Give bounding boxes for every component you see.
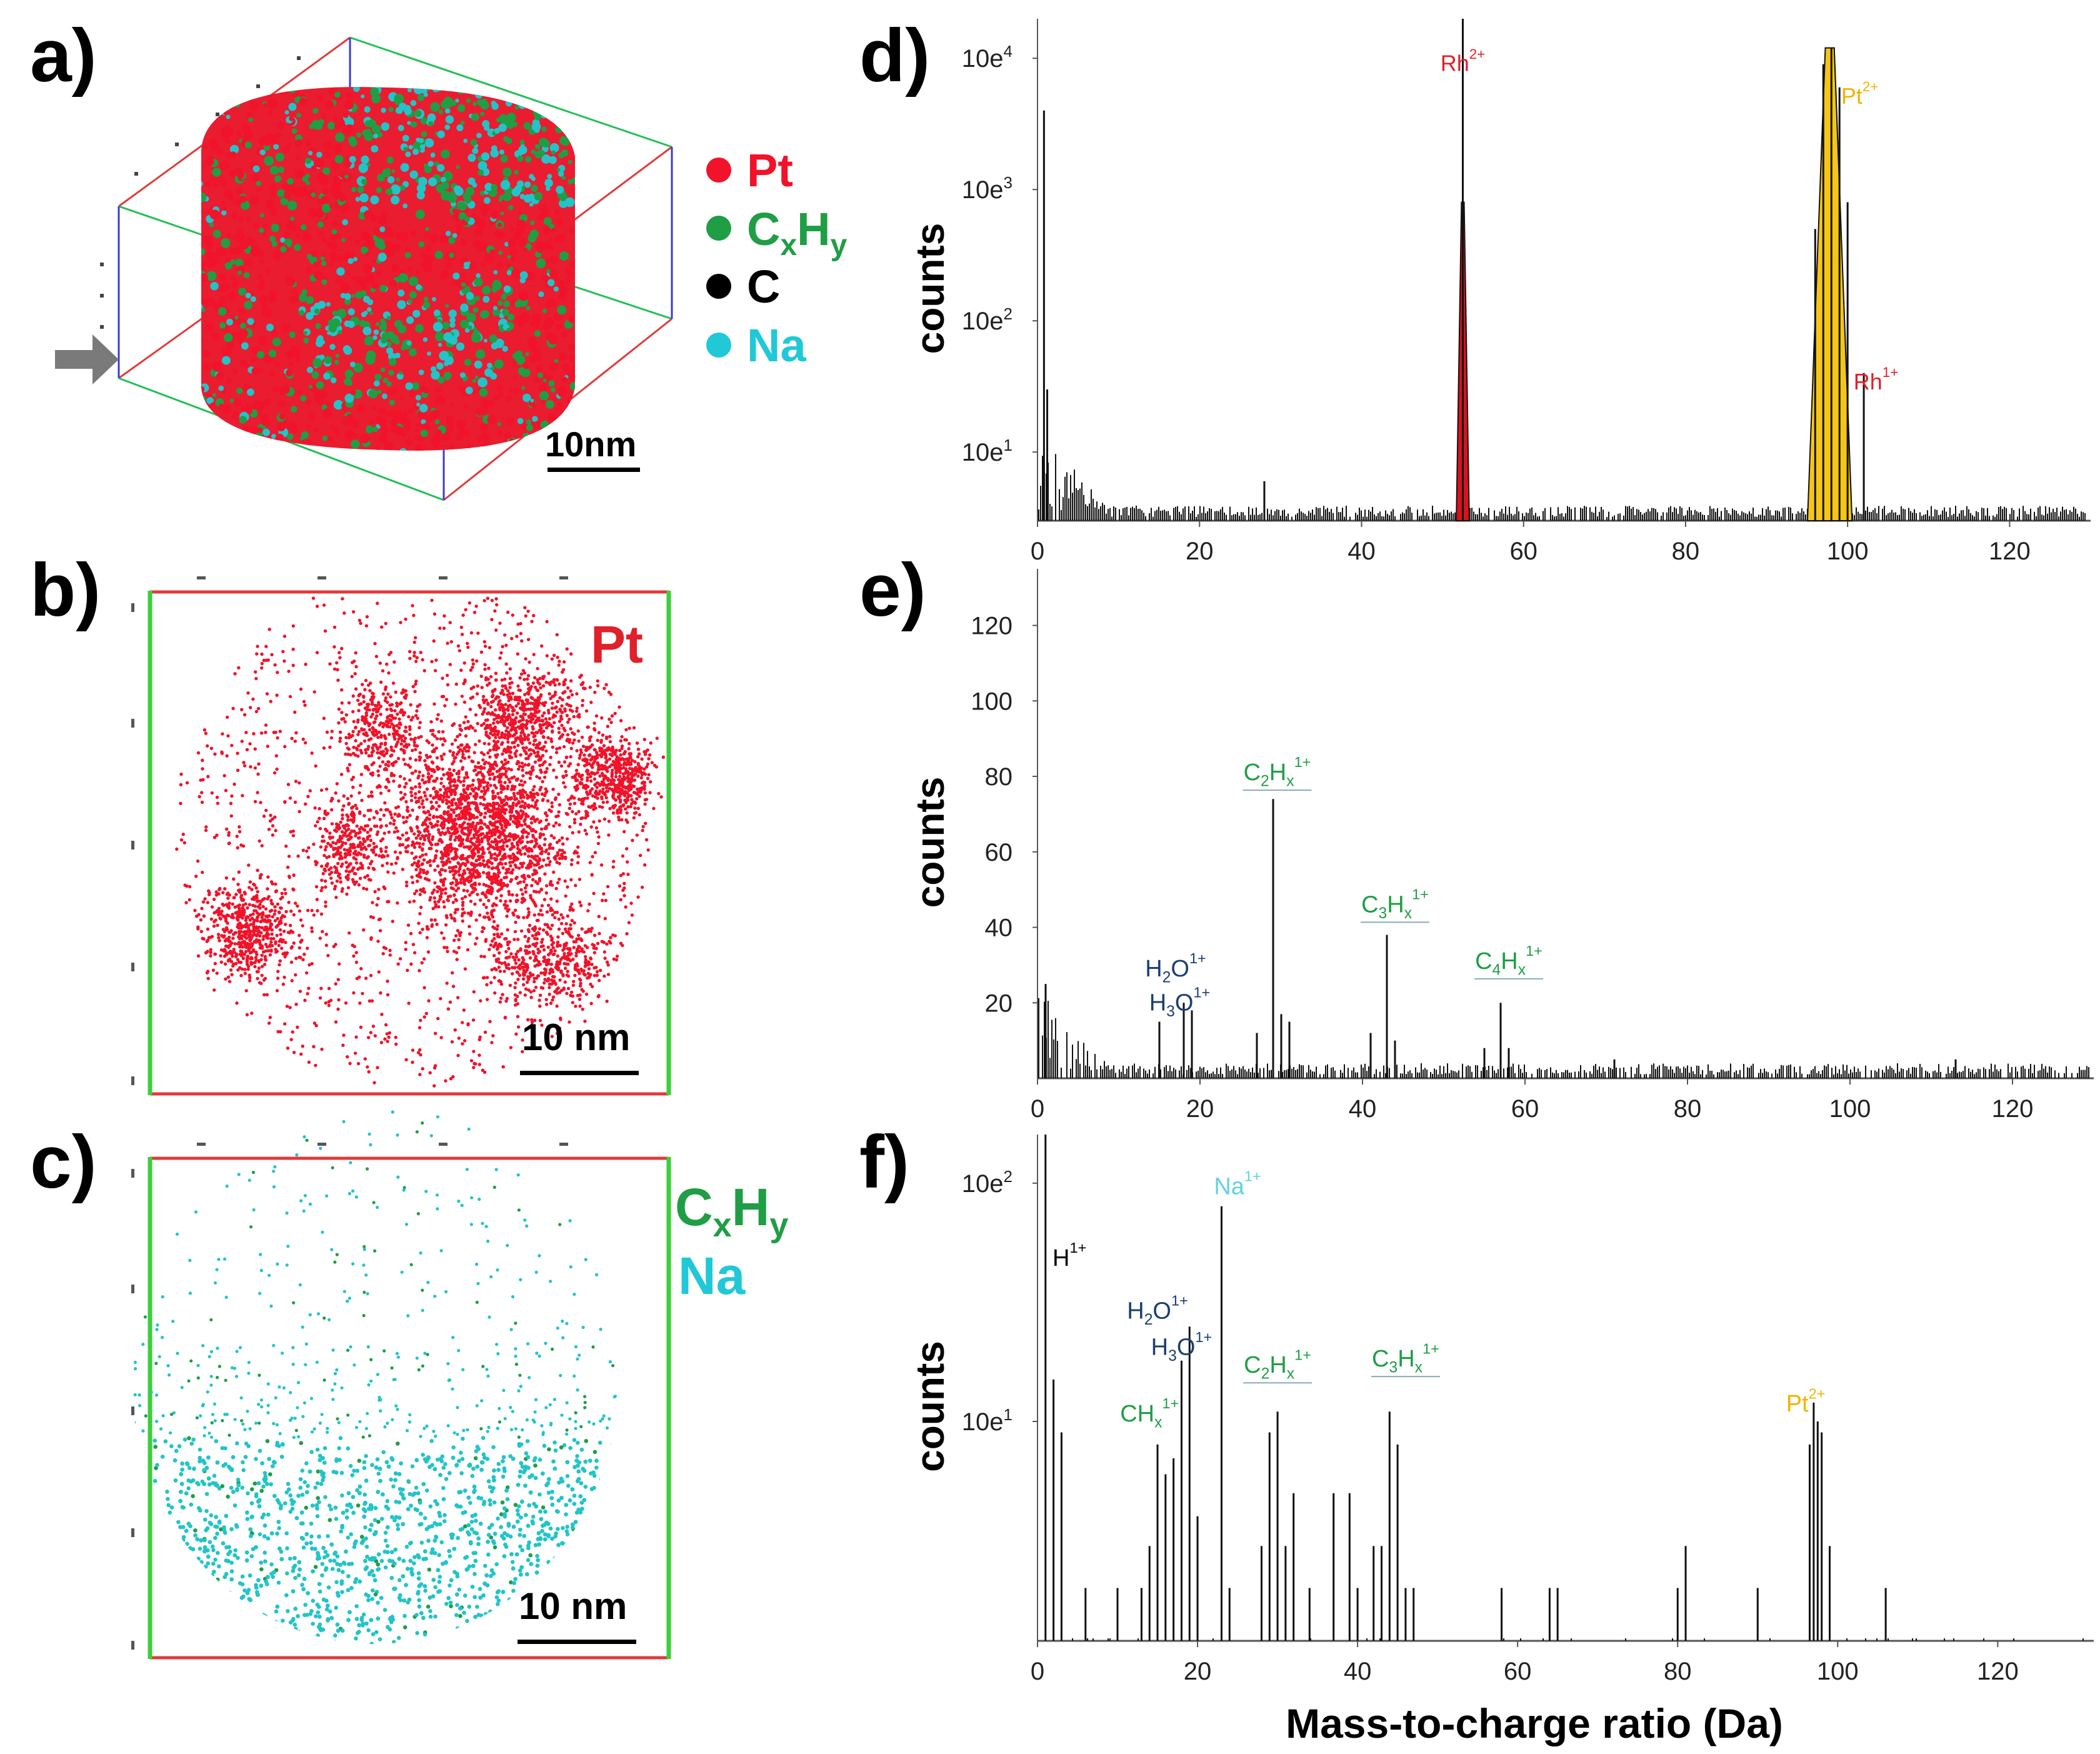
peak-label: Na1+ [1214,1168,1261,1200]
y-tick-label: 40 [985,915,1013,942]
panel-b-element-label: Pt [591,615,643,674]
x-tick-label: 40 [1349,1095,1377,1123]
peak-label: Rh1+ [1854,364,1898,394]
legend-dot-pt [706,158,731,183]
peak-label: H2O1+ [1127,1293,1188,1328]
peak-label: CHx1+ [1120,1395,1179,1431]
legend-dot-cxhy [706,216,731,241]
peak-label: H3O1+ [1149,984,1211,1020]
panel-label-a: a) [30,14,97,98]
x-tick-label: 0 [1031,1095,1044,1123]
x-tick-label: 0 [1031,538,1044,565]
y-tick-label: 10e4 [962,42,1012,73]
x-tick-label: 100 [1827,538,1869,565]
panel-label-b: b) [30,548,101,632]
y-axis-title: counts [908,777,952,908]
y-axis-title: counts [908,223,952,354]
x-tick-label: 60 [1504,1658,1532,1685]
scale-bar-a [548,468,640,472]
x-tick-label: 20 [1186,538,1214,565]
y-tick-label: 120 [971,613,1012,640]
x-tick-label: 80 [1672,538,1700,565]
x-tick-label: 120 [1992,1095,2034,1123]
x-tick-label: 20 [1184,1658,1212,1685]
x-tick-label: 40 [1344,1658,1372,1685]
y-axis-title: counts [908,1341,952,1472]
panel-label-e: e) [859,548,926,632]
noise-baseline [1038,998,2089,1078]
cxhy-na-atom-map [131,1110,619,1644]
legend-label-na: Na [747,319,806,371]
y-tick-label: 10e3 [962,173,1012,204]
legend-label-cxhy: CxHy [747,203,848,262]
panel-label-d: d) [859,14,930,98]
x-tick-label: 60 [1509,538,1538,565]
y-tick-label: 10e1 [962,436,1012,466]
map-c-axis-ticks [131,1143,568,1650]
box-axis-ticks [100,56,301,329]
legend-dot-na [706,333,731,358]
peak-label: H1+ [1052,1240,1086,1271]
y-tick-label: 10e2 [962,1167,1012,1198]
y-tick-label: 10e1 [962,1405,1012,1436]
scale-bar-label-b: 10 nm [522,1016,630,1058]
peak-label: C4Hx1+ [1475,943,1542,978]
mass-spectrum-f: 0 20 40 60 80 100 120 10e1 10e2 counts H1+ Na1+ H2O1… [908,1135,2094,1685]
panel-c-na-label: Na [678,1246,746,1305]
y-tick-label: 20 [985,990,1013,1017]
x-tick-label: 80 [1664,1658,1692,1685]
peak-label: C3Hx1+ [1361,886,1429,921]
x-tick-label: 100 [1817,1658,1859,1685]
peak-label: Pt2+ [1841,79,1878,109]
map-frame-c [148,1156,671,1660]
peak-label: C3Hx1+ [1372,1340,1439,1376]
peak-label: Pt2+ [1786,1385,1826,1417]
mass-spectrum-d: 0 20 40 60 80 100 120 10e1 10e2 10e3 10e4 counts Rh2… [908,19,2091,565]
peak-label: H3O1+ [1151,1329,1212,1365]
arrow-icon [55,334,119,384]
x-axis-title: Mass-to-charge ratio (Da) [1286,1700,1783,1746]
pt-atom-map [175,596,666,1088]
scale-bar-c [518,1640,636,1644]
scale-bar-label-a: 10nm [545,424,636,464]
peak-label: C2Hx1+ [1244,754,1311,789]
scale-bar-label-c: 10 nm [519,1585,627,1627]
peak-label: C2Hx1+ [1244,1346,1311,1382]
x-tick-label: 120 [1977,1658,2019,1685]
atom-map-cylinder [201,87,575,451]
noise-baseline [1038,454,2086,521]
scale-bar-b [520,1071,639,1075]
filled-peak [1806,47,1853,521]
panel-c-cxhy-label: CxHy [675,1178,788,1244]
peak-label: H2O1+ [1145,950,1206,986]
panel-label-c: c) [30,1120,97,1204]
y-tick-label: 60 [985,839,1013,866]
y-tick-label: 100 [971,688,1012,715]
panel-label-f: f) [859,1120,909,1204]
x-tick-label: 80 [1674,1095,1702,1123]
y-tick-label: 80 [985,763,1013,791]
map-frame-b [148,590,671,1096]
x-tick-label: 40 [1348,538,1376,565]
mass-spectrum-e: 0 20 40 60 80 100 120 20 40 60 80 100 120 counts H2O1+… [908,569,2094,1123]
legend-dot-c [706,274,731,299]
x-tick-label: 100 [1829,1095,1871,1123]
panel-a-legend: Pt CxHy C Na [706,144,848,371]
y-tick-label: 10e2 [962,304,1012,335]
x-tick-label: 0 [1031,1658,1044,1685]
legend-label-pt: Pt [747,144,793,196]
x-tick-label: 120 [1989,538,2031,565]
x-tick-label: 20 [1186,1095,1214,1123]
peak-label: Rh2+ [1441,46,1485,76]
legend-label-c: C [747,261,780,313]
x-tick-label: 60 [1511,1095,1539,1123]
map-b-axis-ticks [131,576,568,1085]
noise-baseline [1072,1638,2084,1641]
